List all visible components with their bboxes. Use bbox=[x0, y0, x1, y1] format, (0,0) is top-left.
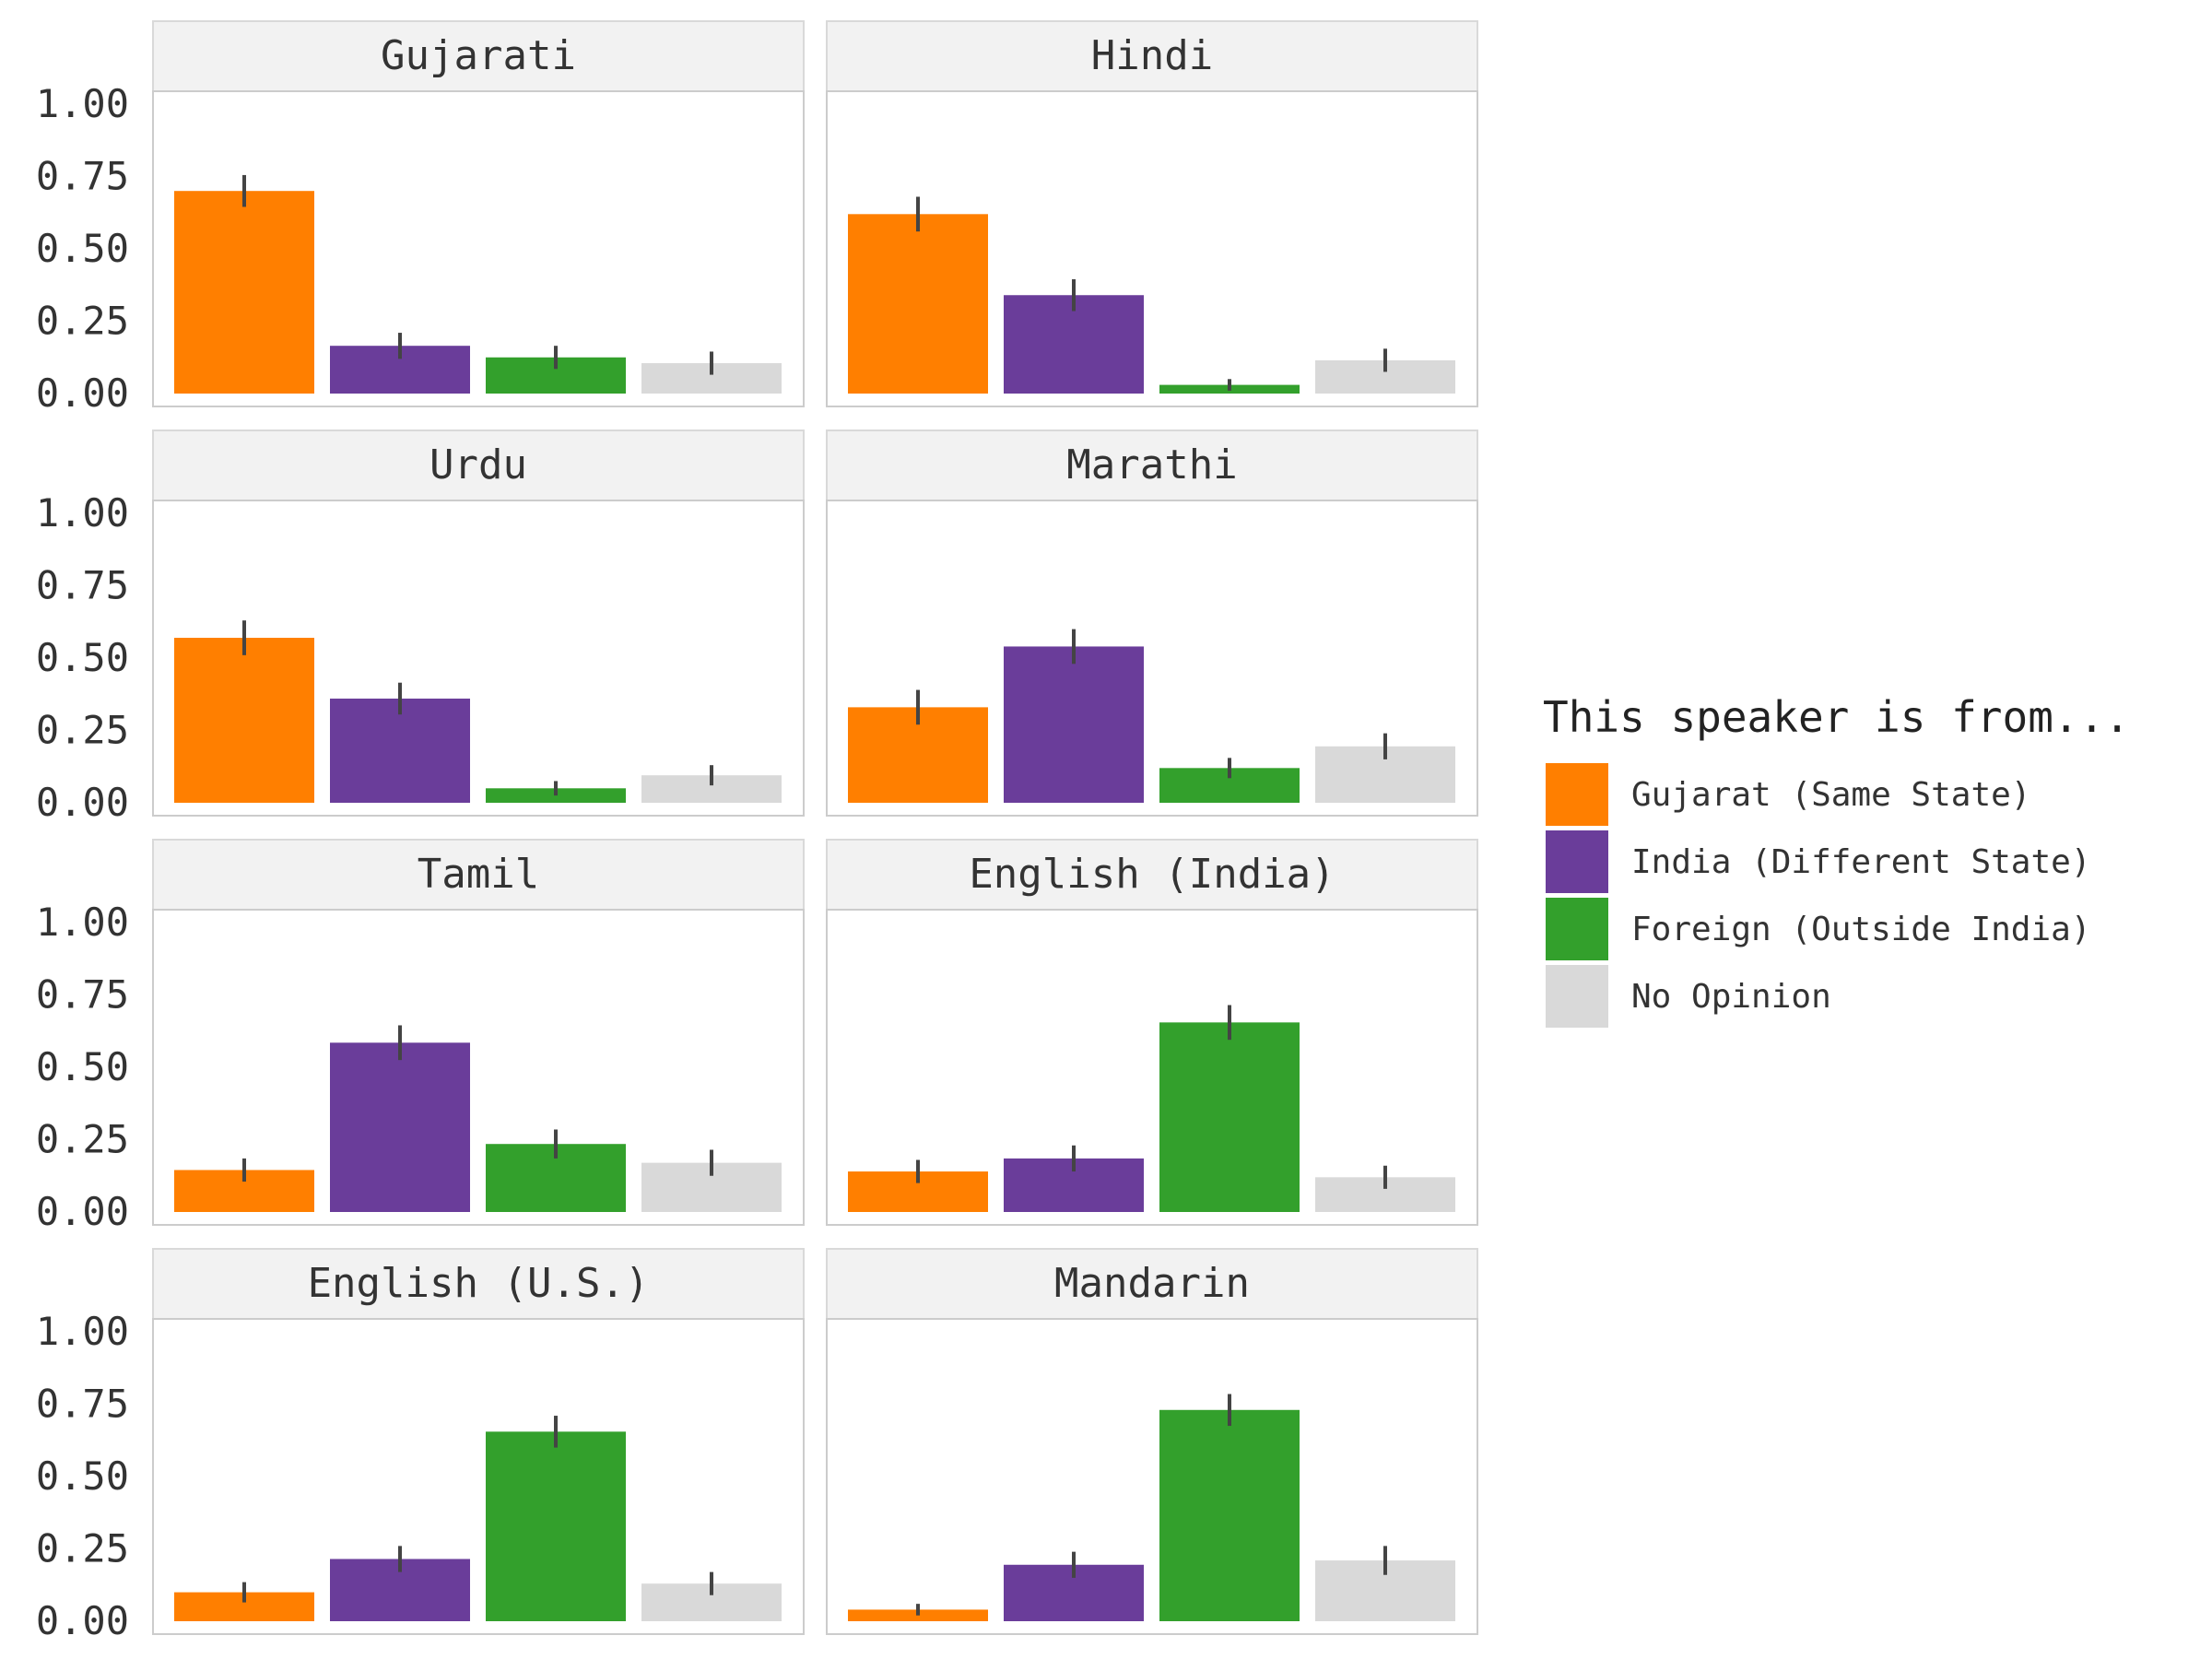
panel-english-india: English (India) bbox=[826, 839, 1478, 1226]
strip-label-marathi: Marathi bbox=[1066, 441, 1237, 488]
strip-label-urdu: Urdu bbox=[429, 441, 527, 488]
strip-marathi bbox=[826, 429, 1478, 501]
panel-tamil: Tamil 1.00 0.75 0.50 0.25 0.00 bbox=[36, 839, 805, 1234]
strip-hindi bbox=[826, 20, 1478, 92]
legend-label-india-different-state: India (Different State) bbox=[1631, 843, 2091, 881]
y-tick-label: 0.50 bbox=[36, 226, 129, 271]
y-tick-label: 0.75 bbox=[36, 154, 129, 199]
y-tick-label: 1.00 bbox=[36, 1309, 129, 1354]
panels-group: Gujarati 1.00 0.75 0.50 0.25 0.00 Hindi Urdu 1.0… bbox=[36, 20, 1478, 1643]
panel-urdu: Urdu 1.00 0.75 0.50 0.25 0.00 bbox=[36, 429, 805, 825]
strip-label-gujarati: Gujarati bbox=[381, 32, 576, 79]
y-tick-label: 0.00 bbox=[36, 371, 129, 416]
strip-mandarin bbox=[826, 1248, 1478, 1320]
legend-label-no-opinion: No Opinion bbox=[1631, 978, 1831, 1016]
y-tick-label: 0.50 bbox=[36, 1044, 129, 1089]
y-tick-label: 0.75 bbox=[36, 1382, 129, 1427]
y-tick-label: 0.75 bbox=[36, 563, 129, 608]
panel-mandarin: Mandarin bbox=[826, 1248, 1478, 1635]
bar-india-different-state bbox=[330, 698, 470, 803]
bar-gujarat-same-state bbox=[174, 638, 314, 803]
legend-key-no-opinion bbox=[1544, 963, 1610, 1030]
strip-gujarati bbox=[152, 20, 805, 92]
strip-label-hindi: Hindi bbox=[1091, 32, 1213, 79]
panel-marathi: Marathi bbox=[826, 429, 1478, 817]
bar-foreign-outside-india bbox=[1159, 1022, 1300, 1212]
strip-english-u-s bbox=[152, 1248, 805, 1320]
legend-label-gujarat-same-state: Gujarat (Same State) bbox=[1631, 776, 2030, 814]
bar-gujarat-same-state bbox=[174, 191, 314, 394]
y-tick-label: 0.50 bbox=[36, 1453, 129, 1499]
y-tick-label: 0.75 bbox=[36, 972, 129, 1018]
y-tick-label: 0.00 bbox=[36, 1598, 129, 1643]
bar-india-different-state bbox=[1004, 646, 1144, 803]
y-tick-label: 0.25 bbox=[36, 1526, 129, 1571]
legend-label-foreign-outside-india: Foreign (Outside India) bbox=[1631, 911, 2091, 948]
y-tick-label: 0.00 bbox=[36, 1189, 129, 1234]
y-tick-label: 0.25 bbox=[36, 299, 129, 344]
legend-key-india-different-state bbox=[1544, 829, 1610, 895]
legend-title: This speaker is from... bbox=[1543, 692, 2130, 742]
bar-gujarat-same-state bbox=[848, 214, 988, 394]
plot-area-english-u-s bbox=[152, 1318, 805, 1635]
bar-india-different-state bbox=[330, 1042, 470, 1212]
strip-label-english-india: English (India) bbox=[969, 851, 1335, 898]
strip-tamil bbox=[152, 839, 805, 911]
bar-foreign-outside-india bbox=[1159, 1409, 1300, 1621]
strip-label-mandarin: Mandarin bbox=[1054, 1260, 1250, 1307]
bar-india-different-state bbox=[1004, 295, 1144, 394]
y-tick-label: 1.00 bbox=[36, 81, 129, 126]
panel-gujarati: Gujarati 1.00 0.75 0.50 0.25 0.00 bbox=[36, 20, 805, 416]
strip-english-india bbox=[826, 839, 1478, 911]
legend: This speaker is from... Gujarat (Same St… bbox=[1543, 692, 2130, 1030]
y-tick-label: 0.25 bbox=[36, 708, 129, 753]
y-tick-label: 1.00 bbox=[36, 900, 129, 945]
legend-key-gujarat-same-state bbox=[1544, 761, 1610, 828]
legend-key-foreign-outside-india bbox=[1544, 896, 1610, 962]
strip-label-tamil: Tamil bbox=[418, 851, 539, 898]
strip-label-english-u-s: English (U.S.) bbox=[308, 1260, 650, 1307]
bar-foreign-outside-india bbox=[486, 1431, 626, 1621]
y-tick-label: 1.00 bbox=[36, 490, 129, 535]
panel-hindi: Hindi bbox=[826, 20, 1478, 407]
y-tick-label: 0.50 bbox=[36, 635, 129, 680]
panel-english-u-s: English (U.S.) 1.00 0.75 0.50 0.25 0.00 bbox=[36, 1248, 805, 1643]
y-tick-label: 0.00 bbox=[36, 780, 129, 825]
y-tick-label: 0.25 bbox=[36, 1117, 129, 1162]
legend-items: Gujarat (Same State) India (Different Sta… bbox=[1544, 761, 2091, 1030]
